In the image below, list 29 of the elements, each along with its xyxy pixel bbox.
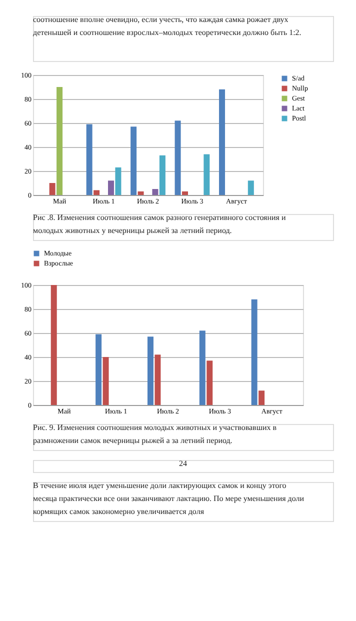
bar: [182, 191, 188, 195]
bar: [86, 124, 92, 195]
text: 24: [179, 459, 187, 468]
bar: [147, 336, 154, 405]
bar: [49, 183, 56, 195]
bar: [251, 299, 258, 405]
bar: [130, 126, 137, 195]
bar: [258, 390, 265, 405]
bar: [174, 120, 181, 195]
text: соотношение вполне очевидно, если учесть, что каждая самка рожает двух детенышей и соотношение взрослых–молодых теоретически должно быть 1:2.: [33, 15, 302, 37]
bar: [50, 285, 57, 405]
text: Рис .8. Изменения соотношения самок разного генеративного состояния и молодых животных у вечерницы рыжей за летний период.: [33, 213, 286, 235]
bar: [204, 154, 210, 195]
bar: [159, 155, 166, 195]
text: В течение июля идет уменьшение доли лактирующих самок и концу этого месяца практически все они заканчивают лактацию. По мере уменьшения доли кормящих самок закономерно увеличивается доля: [33, 481, 305, 516]
bar: [219, 89, 226, 195]
bar: [102, 357, 109, 405]
bar: [154, 354, 161, 405]
bar: [152, 189, 158, 195]
bar: [96, 334, 102, 405]
bar: [138, 191, 144, 195]
bar: [199, 330, 206, 405]
bar: [115, 167, 122, 195]
text: Рис. 9. Изменения соотношения молодых животных и участвовавших в размножении самок вечерницы рыжей а за летний период.: [33, 423, 277, 445]
bar: [56, 87, 63, 195]
bar: [108, 180, 114, 195]
bar: [94, 190, 100, 195]
bar: [206, 360, 213, 405]
bar: [248, 180, 254, 195]
